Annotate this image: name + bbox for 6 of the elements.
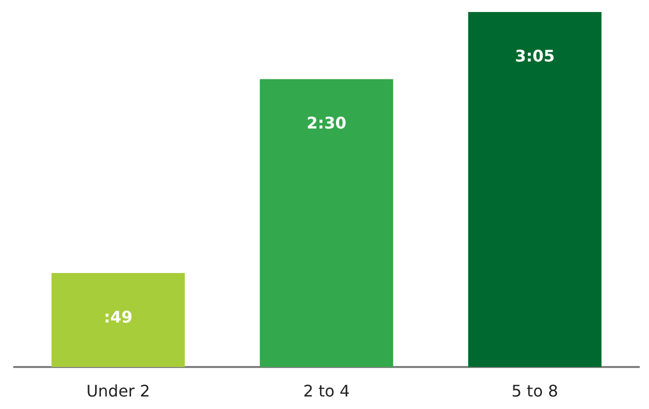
data-label: 2:30 <box>306 114 346 133</box>
x-tick-label: Under 2 <box>86 382 150 400</box>
data-label: 3:05 <box>514 46 555 66</box>
data-label: :49 <box>104 307 133 326</box>
x-tick-label: 2 to 4 <box>303 382 350 400</box>
x-tick-label: 5 to 8 <box>512 382 558 400</box>
